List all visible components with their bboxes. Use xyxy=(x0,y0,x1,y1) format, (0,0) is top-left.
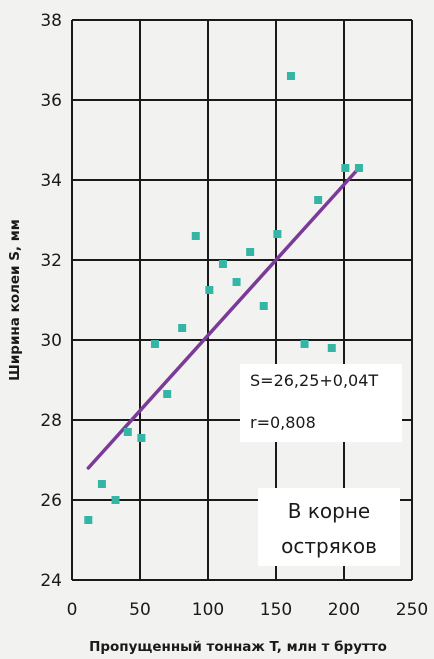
data-point-14 xyxy=(273,230,282,238)
data-point-17 xyxy=(314,196,323,204)
note-line-1: В корне xyxy=(288,499,370,523)
x-tick-label-5: 250 xyxy=(396,600,428,620)
equation-label: S=26,25+0,04T xyxy=(250,371,378,390)
data-point-0 xyxy=(84,516,93,524)
y-tick-label-7: 38 xyxy=(40,11,62,31)
data-point-1 xyxy=(97,480,106,488)
x-tick-label-0: 0 xyxy=(67,600,78,620)
grid-lines xyxy=(71,19,413,581)
note-box xyxy=(258,488,400,566)
y-tick-label-6: 36 xyxy=(40,91,62,111)
data-point-2 xyxy=(111,496,120,504)
y-tick-label-4: 32 xyxy=(40,251,62,271)
data-point-12 xyxy=(246,248,255,256)
x-tick-labels: 0 50 100 150 200 250 xyxy=(67,600,429,620)
y-tick-label-0: 24 xyxy=(40,571,62,591)
data-point-16 xyxy=(300,340,309,348)
equation-box xyxy=(240,364,402,442)
y-tick-label-5: 34 xyxy=(40,171,62,191)
note-line-2: остряков xyxy=(281,534,377,558)
correlation-label: r=0,808 xyxy=(250,413,316,432)
y-tick-label-1: 26 xyxy=(40,491,62,511)
data-point-10 xyxy=(218,260,227,268)
data-points xyxy=(84,72,363,524)
data-point-11 xyxy=(232,278,241,286)
y-axis-title: Ширина колеи S, мм xyxy=(7,219,23,381)
data-point-20 xyxy=(354,164,363,172)
data-point-3 xyxy=(123,428,132,436)
data-point-4 xyxy=(137,434,146,442)
data-point-7 xyxy=(178,324,187,332)
data-point-13 xyxy=(259,302,268,310)
y-tick-label-3: 30 xyxy=(40,331,62,351)
data-point-19 xyxy=(341,164,350,172)
trend-line xyxy=(86,166,361,470)
x-tick-label-2: 100 xyxy=(192,600,224,620)
data-point-6 xyxy=(163,390,172,398)
x-tick-label-4: 200 xyxy=(328,600,360,620)
data-point-8 xyxy=(191,232,200,240)
data-point-5 xyxy=(150,340,159,348)
y-tick-labels: 24 26 28 30 32 34 36 38 xyxy=(40,11,62,591)
data-point-18 xyxy=(327,344,336,352)
x-tick-label-3: 150 xyxy=(260,600,292,620)
x-axis-title: Пропущенный тоннаж T, млн т брутто xyxy=(89,639,387,655)
data-point-15 xyxy=(286,72,295,80)
y-tick-label-2: 28 xyxy=(40,411,62,431)
x-tick-label-1: 50 xyxy=(129,600,151,620)
data-point-9 xyxy=(205,286,214,294)
